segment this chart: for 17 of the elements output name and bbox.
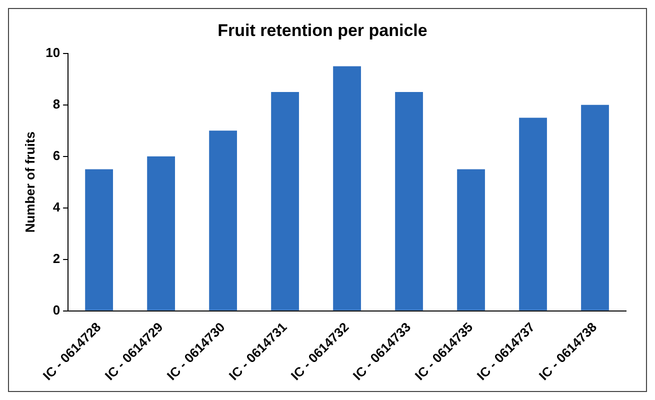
- bar: [395, 92, 423, 310]
- bar: [581, 104, 609, 310]
- bar: [333, 66, 361, 310]
- y-tick-label: 0: [52, 302, 60, 318]
- bar: [147, 156, 175, 310]
- bar: [519, 118, 547, 310]
- y-tick-label: 10: [46, 44, 60, 60]
- chart-title: Fruit retention per panicle: [218, 20, 428, 40]
- bar: [209, 130, 237, 310]
- bar: [85, 169, 114, 310]
- y-tick-label: 6: [52, 148, 60, 163]
- y-tick-label: 2: [52, 250, 60, 266]
- y-axis-title: Number of fruits: [22, 132, 38, 233]
- bar: [271, 92, 299, 310]
- y-tick-label: 4: [52, 199, 61, 214]
- bar: [457, 169, 485, 310]
- y-tick-label: 8: [52, 96, 60, 112]
